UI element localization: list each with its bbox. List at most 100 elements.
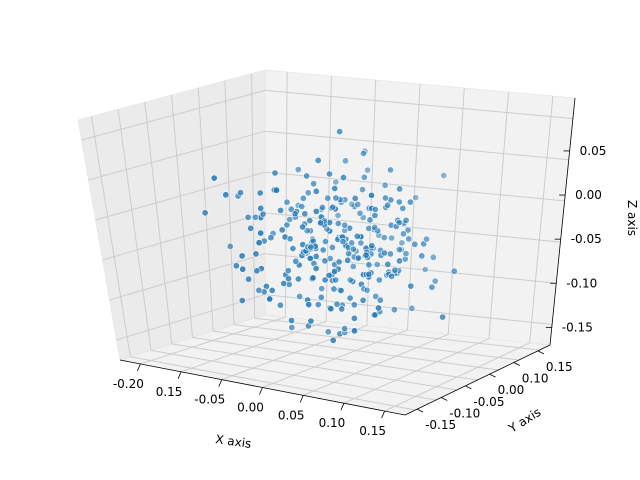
data-point bbox=[350, 301, 358, 309]
data-point bbox=[335, 258, 343, 266]
y-tick-mark bbox=[416, 408, 424, 413]
data-point bbox=[418, 252, 426, 260]
x-tick-mark bbox=[136, 363, 141, 372]
data-point bbox=[395, 219, 403, 227]
data-point bbox=[267, 234, 275, 242]
data-point bbox=[354, 200, 362, 208]
data-point bbox=[386, 250, 394, 258]
data-point bbox=[310, 180, 318, 188]
data-point bbox=[301, 210, 309, 218]
data-point bbox=[359, 296, 367, 304]
data-point bbox=[317, 219, 325, 227]
grid-line bbox=[109, 253, 266, 301]
x-tick-label: 0.10 bbox=[319, 416, 346, 430]
grid-line bbox=[264, 89, 573, 120]
data-point bbox=[222, 191, 230, 199]
data-point bbox=[276, 301, 284, 309]
grid-line bbox=[117, 109, 152, 351]
data-point bbox=[384, 201, 392, 209]
data-point bbox=[306, 255, 314, 263]
data-point bbox=[278, 226, 286, 234]
data-point bbox=[365, 270, 373, 278]
data-point bbox=[405, 235, 413, 243]
z-tick-label: -0.15 bbox=[562, 320, 593, 334]
data-point bbox=[368, 242, 376, 250]
data-point bbox=[346, 276, 354, 284]
data-point bbox=[395, 198, 403, 206]
data-point bbox=[298, 203, 306, 211]
data-point bbox=[339, 174, 347, 182]
grid-line bbox=[130, 356, 416, 411]
data-point bbox=[268, 286, 276, 294]
x-tick-mark bbox=[259, 387, 263, 395]
grid-line bbox=[254, 317, 540, 351]
data-point bbox=[286, 235, 294, 243]
grid-line bbox=[102, 212, 266, 261]
data-point bbox=[324, 328, 332, 336]
data-point bbox=[402, 250, 410, 258]
data-point bbox=[338, 305, 346, 313]
data-point bbox=[299, 223, 307, 231]
z-tick-label: -0.10 bbox=[566, 276, 597, 290]
data-point bbox=[253, 267, 261, 275]
grid-line bbox=[81, 89, 266, 141]
data-point bbox=[428, 283, 436, 291]
data-point bbox=[294, 275, 302, 283]
x-tick-label: 0.15 bbox=[359, 424, 386, 438]
data-point bbox=[356, 209, 364, 217]
data-point bbox=[283, 198, 291, 206]
data-point bbox=[325, 271, 333, 279]
grid-line bbox=[264, 212, 561, 243]
data-point bbox=[319, 246, 327, 254]
x-tick-mark bbox=[218, 379, 223, 387]
y-tick-mark bbox=[441, 397, 448, 401]
data-point bbox=[303, 172, 311, 180]
data-point bbox=[396, 185, 404, 193]
grid-line bbox=[171, 94, 193, 338]
data-point bbox=[363, 286, 371, 294]
x-tick-label: 0.15 bbox=[156, 385, 183, 399]
data-point bbox=[321, 257, 329, 265]
data-point bbox=[271, 169, 279, 177]
grid-line bbox=[366, 79, 377, 326]
data-point bbox=[318, 285, 326, 293]
data-point bbox=[371, 206, 379, 214]
data-point bbox=[312, 252, 320, 260]
data-point bbox=[252, 250, 260, 258]
data-point bbox=[334, 220, 342, 228]
y-tick-label: 0.00 bbox=[498, 383, 525, 397]
data-point bbox=[332, 194, 340, 202]
data-point bbox=[238, 296, 246, 304]
data-point bbox=[357, 239, 365, 247]
data-point bbox=[238, 252, 246, 260]
data-point bbox=[341, 325, 349, 333]
data-point bbox=[299, 194, 307, 202]
data-point bbox=[395, 257, 403, 265]
data-point bbox=[289, 245, 297, 253]
left-wall-pane bbox=[77, 69, 266, 361]
grid-line bbox=[264, 130, 569, 161]
data-point bbox=[255, 286, 263, 294]
data-point bbox=[404, 226, 412, 234]
x-axis-label: X axis bbox=[215, 432, 253, 451]
data-point bbox=[237, 189, 245, 197]
y-tick-label: -0.15 bbox=[425, 418, 456, 432]
data-point bbox=[245, 275, 253, 283]
x-tick-label: -0.20 bbox=[113, 377, 144, 391]
data-point bbox=[388, 234, 396, 242]
y-tick-mark bbox=[489, 373, 496, 378]
z-tick-label: 0.05 bbox=[580, 144, 607, 158]
grid-line bbox=[529, 95, 554, 343]
y-tick-label: -0.05 bbox=[473, 395, 504, 409]
grid-line bbox=[90, 116, 131, 357]
data-point bbox=[256, 189, 264, 197]
data-point bbox=[344, 256, 352, 264]
y-tick-mark bbox=[513, 362, 520, 366]
data-point bbox=[327, 305, 335, 313]
data-point bbox=[317, 293, 325, 301]
data-point bbox=[349, 262, 357, 270]
data-point bbox=[330, 285, 338, 293]
grid-line bbox=[144, 102, 173, 344]
